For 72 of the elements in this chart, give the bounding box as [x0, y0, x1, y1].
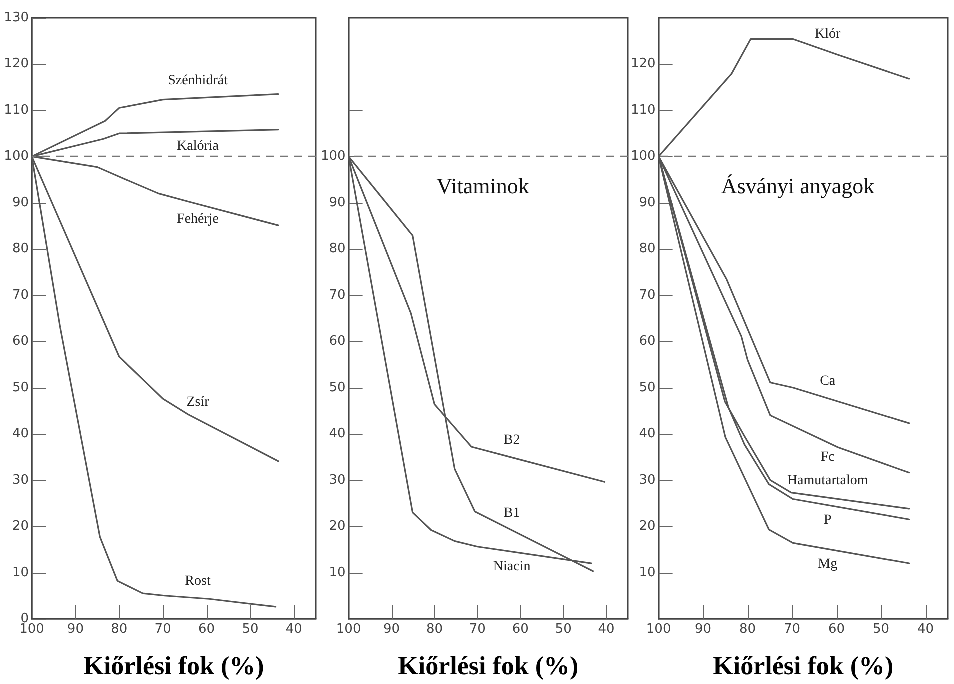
y-tick-label: 100: [4, 149, 29, 164]
y-tick-label: 70: [12, 288, 29, 303]
x-tick-label: 60: [828, 622, 846, 637]
y-tick-label: 30: [329, 472, 346, 488]
y-tick-label: 80: [329, 242, 346, 257]
y-tick-label: 110: [630, 102, 656, 118]
y-tick-label: 90: [639, 195, 656, 210]
x-tick-label: 50: [555, 622, 572, 637]
x-tick-label: 90: [67, 622, 84, 637]
text: Vitaminok: [436, 174, 530, 198]
y-tick-label: 10: [639, 565, 656, 580]
x-axis-title: Kiőrlési fok (%): [713, 652, 894, 680]
series-label: Niacin: [493, 559, 531, 574]
y-tick-label: 100: [320, 149, 346, 164]
series-label: Szénhidrát: [168, 74, 228, 89]
x-tick-label: 80: [111, 622, 128, 637]
series-label: Mg: [818, 556, 838, 572]
series-label: Hamutartalom: [787, 473, 868, 488]
y-tick-label: 110: [4, 102, 29, 118]
y-tick-label: 30: [639, 472, 656, 488]
series-label: B2: [504, 433, 520, 448]
y-tick-label: 20: [329, 519, 346, 534]
y-tick-label: 70: [329, 288, 346, 303]
x-tick-label: 40: [917, 622, 934, 637]
y-tick-label: 90: [329, 195, 346, 210]
y-tick-label: 10: [12, 565, 29, 580]
x-tick-label: 40: [598, 622, 615, 637]
text: Ásványi anyagok: [721, 174, 875, 198]
y-tick-label: 10: [329, 565, 346, 580]
y-tick-label: 60: [639, 334, 656, 350]
y-tick-label: 50: [12, 380, 29, 396]
series-label: B1: [504, 506, 520, 521]
y-tick-label: 40: [639, 426, 656, 442]
y-tick-label: 80: [12, 242, 29, 257]
x-axis-title: Kiőrlési fok (%): [398, 652, 579, 680]
x-tick-label: 70: [784, 622, 801, 637]
y-tick-label: 60: [329, 334, 346, 350]
x-tick-label: 50: [242, 622, 259, 637]
series-label: Fc: [820, 450, 835, 466]
y-tick-label: 120: [630, 56, 656, 72]
y-tick-label: 20: [12, 519, 29, 534]
y-tick-label: 130: [4, 10, 29, 26]
x-tick-label: 90: [695, 622, 712, 637]
y-tick-label: 20: [639, 519, 656, 534]
x-tick-label: 60: [198, 622, 216, 637]
y-tick-label: 120: [4, 56, 29, 72]
x-tick-label: 80: [426, 622, 443, 637]
y-tick-label: 70: [639, 288, 656, 303]
x-tick-label: 70: [154, 622, 172, 637]
x-tick-label: 50: [872, 622, 890, 637]
series-label: P: [824, 512, 832, 528]
y-tick-label: 30: [12, 472, 29, 488]
x-tick-label: 40: [286, 622, 302, 637]
series-label: Rost: [185, 574, 211, 589]
y-tick-label: 60: [12, 334, 29, 350]
x-tick-label: 90: [383, 622, 400, 637]
x-axis-title: Kiőrlési fok (%): [84, 652, 264, 680]
x-tick-label: 60: [512, 622, 529, 637]
y-tick-label: 100: [630, 149, 656, 164]
x-tick-label: 70: [469, 622, 486, 637]
series-label: Kalória: [177, 139, 220, 154]
y-tick-label: 50: [639, 380, 656, 396]
x-tick-label: 80: [740, 622, 756, 637]
series-label: Ca: [820, 374, 836, 389]
y-tick-label: 90: [12, 195, 29, 210]
y-tick-label: 40: [12, 426, 29, 442]
series-label: Fehérje: [177, 212, 220, 227]
y-tick-label: 50: [329, 380, 346, 396]
series-label: Zsír: [186, 395, 210, 410]
series-label: Klór: [815, 26, 842, 42]
y-tick-label: 40: [329, 426, 346, 442]
y-tick-label: 80: [639, 242, 656, 257]
